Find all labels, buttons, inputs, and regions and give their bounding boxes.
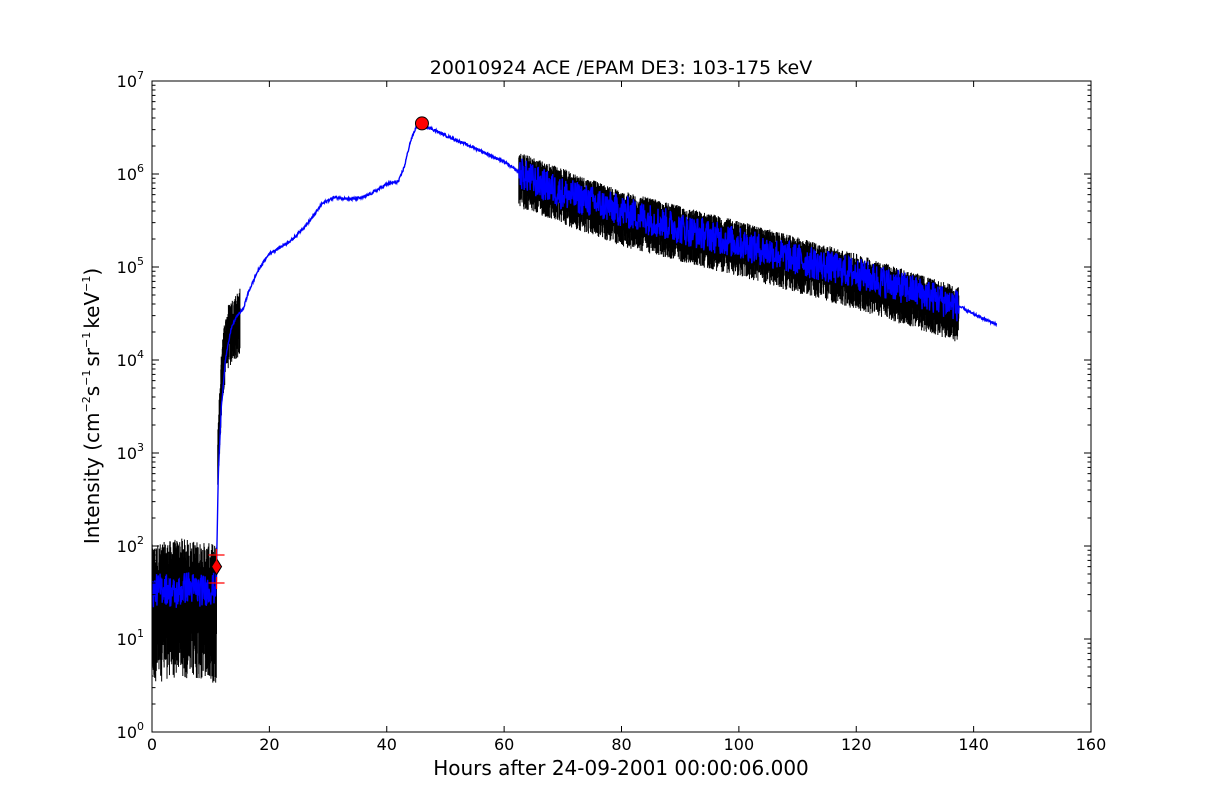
x-axis-label: Hours after 24-09-2001 00:00:06.000 xyxy=(433,756,809,780)
x-tick-label: 40 xyxy=(377,735,397,754)
chart-title: 20010924 ACE /EPAM DE3: 103-175 keV xyxy=(430,57,812,79)
y-tick-label: 103 xyxy=(117,441,144,463)
y-label-suffix: ) xyxy=(80,268,104,276)
y-label-mid2: sr xyxy=(80,347,104,366)
y-tick-label: 102 xyxy=(117,534,144,556)
y-label-prefix: Intensity (cm xyxy=(80,412,104,544)
x-tick-label: 160 xyxy=(1076,735,1107,754)
series-raw-line xyxy=(152,153,960,683)
y-label-sup3: −1 xyxy=(80,332,93,348)
x-tick-label: 60 xyxy=(494,735,514,754)
error-bar-marker xyxy=(208,549,225,562)
peak-marker xyxy=(414,116,429,131)
y-axis-label: Intensity (cm−2s−1sr−1keV−1) xyxy=(80,268,104,544)
y-label-sup1: −2 xyxy=(80,396,93,412)
y-tick-label: 101 xyxy=(117,627,144,649)
y-tick-label: 100 xyxy=(117,720,144,742)
y-axis: 100 101 102 103 104 105 106 107 xyxy=(117,69,1091,742)
y-label-sup4: −1 xyxy=(80,276,93,292)
series-smoothed-line xyxy=(152,120,998,608)
x-tick-label: 80 xyxy=(611,735,631,754)
x-tick-label: 20 xyxy=(259,735,279,754)
error-bar-marker xyxy=(208,577,225,590)
y-tick-label: 105 xyxy=(117,255,144,277)
plot-frame xyxy=(151,80,1092,733)
plot-area xyxy=(152,120,998,683)
onset-marker xyxy=(210,557,223,576)
y-label-mid3: keV xyxy=(80,292,104,329)
x-tick-label: 100 xyxy=(724,735,755,754)
y-tick-label: 106 xyxy=(117,162,144,184)
y-label-mid1: s xyxy=(80,386,104,396)
x-axis: 0 20 40 60 80 100 120 140 160 xyxy=(147,81,1106,754)
x-tick-label: 0 xyxy=(147,735,157,754)
x-tick-label: 140 xyxy=(958,735,989,754)
y-label-sup2: −1 xyxy=(80,370,93,386)
y-tick-label: 107 xyxy=(117,69,144,91)
markers xyxy=(208,116,429,590)
x-tick-label: 120 xyxy=(841,735,872,754)
y-tick-label: 104 xyxy=(117,348,144,370)
